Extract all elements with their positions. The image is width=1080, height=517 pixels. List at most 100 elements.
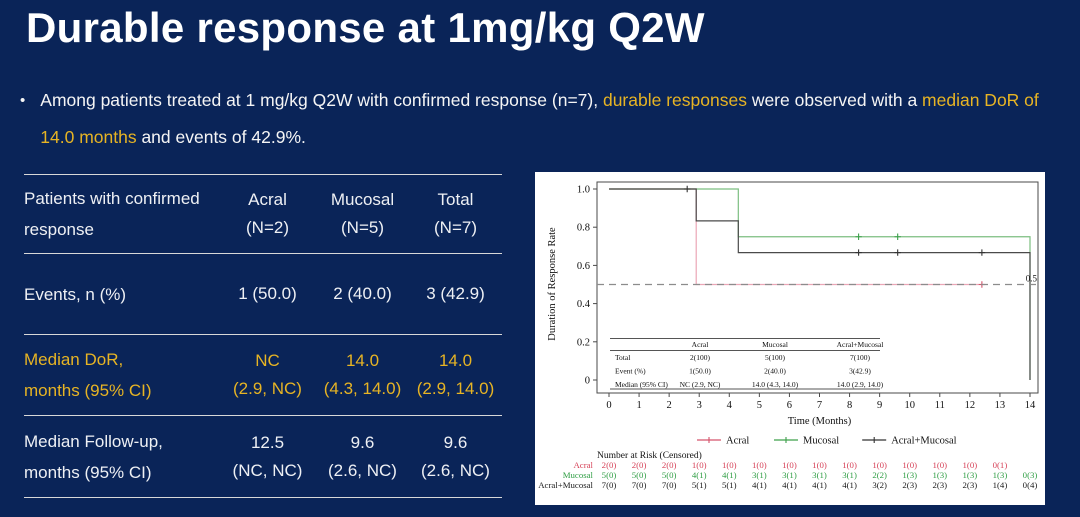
table-row-median-followup: Median Follow-up, months (95% CI) 12.5 (…	[24, 415, 502, 498]
axes: 00.20.40.60.81.00 1 2 3 4 5 6 7 8 9 10 11 12 13 14Dura…	[547, 181, 1039, 427]
followup-acral-ci: (NC, NC)	[232, 460, 303, 480]
col-total-n: (N=7)	[434, 218, 477, 237]
svg-text:3: 3	[697, 400, 702, 411]
median-dor-mucosal-ci: (4.3, 14.0)	[323, 379, 402, 398]
col-acral-name: Acral	[248, 190, 287, 209]
svg-text:0: 0	[585, 376, 590, 387]
summary-table: Patients with confirmed response Acral (…	[24, 174, 502, 498]
events-acral: 1 (50.0)	[238, 284, 297, 303]
median-dor-total-value: 14.0	[438, 351, 473, 370]
bullet-text: Among patients treated at 1 mg/kg Q2W wi…	[40, 82, 1050, 156]
bullet-seg-4-highlight: median DoR of 14.0 months	[40, 90, 1039, 147]
svg-text:Acral+Mucosal: Acral+Mucosal	[891, 436, 956, 447]
svg-text:1: 1	[636, 400, 641, 411]
table-header-row: Patients with confirmed response Acral (…	[24, 174, 502, 253]
table-header-col-mucosal: Mucosal (N=5)	[316, 186, 409, 242]
table-header-label: Patients with confirmed response	[24, 183, 219, 245]
bullet-seg-5: and events of 42.9%.	[136, 127, 306, 147]
header-label-line1: Patients with confirmed	[24, 189, 200, 208]
series-acral	[609, 188, 986, 288]
median-dor-total-ci: (2.9, 14.0)	[416, 379, 495, 398]
svg-text:1(0): 1(0)	[902, 460, 917, 470]
bullet-seg-1: Among patients treated at 1 mg/kg Q2W wi…	[40, 90, 603, 110]
inset-stats-table: Acral Mucosal Acral+Mucosal Total 2(100) 5(10…	[610, 338, 884, 390]
svg-text:Acral+Mucosal: Acral+Mucosal	[538, 480, 593, 490]
header-label-line2: response	[24, 220, 94, 239]
svg-text:1(0): 1(0)	[692, 460, 707, 470]
svg-text:2(40.0): 2(40.0)	[764, 367, 786, 376]
col-mucosal-n: (N=5)	[341, 218, 384, 237]
svg-text:1(0): 1(0)	[812, 460, 827, 470]
svg-text:3(1): 3(1)	[752, 470, 767, 480]
svg-text:1(3): 1(3)	[993, 470, 1008, 480]
svg-text:1(0): 1(0)	[932, 460, 947, 470]
svg-text:0.4: 0.4	[577, 299, 591, 310]
bullet-seg-2-highlight: durable responses	[602, 90, 747, 110]
svg-text:1(0): 1(0)	[963, 460, 978, 470]
svg-text:0: 0	[606, 400, 611, 411]
followup-label-line2: months (95% CI)	[24, 462, 152, 482]
svg-text:Acral+Mucosal: Acral+Mucosal	[837, 340, 884, 349]
svg-text:3(1): 3(1)	[842, 470, 857, 480]
svg-text:Acral: Acral	[692, 340, 709, 349]
svg-text:1(50.0): 1(50.0)	[689, 367, 711, 376]
svg-text:Median (95% CI): Median (95% CI)	[615, 380, 668, 389]
svg-text:1(3): 1(3)	[902, 470, 917, 480]
svg-text:Duration of Response Rate: Duration of Response Rate	[547, 227, 558, 341]
svg-text:2(2): 2(2)	[872, 470, 887, 480]
svg-text:Time (Months): Time (Months)	[788, 416, 852, 427]
svg-text:Total: Total	[615, 353, 630, 362]
svg-text:3(2): 3(2)	[872, 480, 887, 490]
svg-text:7: 7	[817, 400, 822, 411]
svg-text:6: 6	[787, 400, 792, 411]
median-dor-mucosal: 14.0 (4.3, 14.0)	[316, 347, 409, 403]
svg-text:2(0): 2(0)	[632, 460, 647, 470]
svg-text:2(3): 2(3)	[932, 480, 947, 490]
table-header-col-total: Total (N=7)	[409, 186, 502, 242]
followup-mucosal-value: 9.6	[350, 432, 375, 452]
svg-text:Acral: Acral	[726, 436, 749, 447]
svg-text:1(3): 1(3)	[932, 470, 947, 480]
svg-text:5(1): 5(1)	[692, 480, 707, 490]
bullet-icon: •	[20, 92, 26, 109]
slide-title: Durable response at 1mg/kg Q2W	[26, 4, 705, 51]
svg-text:2(0): 2(0)	[602, 460, 617, 470]
followup-label-line1: Median Follow-up,	[24, 431, 163, 451]
svg-text:14.0 (2.9, 14.0): 14.0 (2.9, 14.0)	[837, 380, 884, 389]
svg-text:4: 4	[727, 400, 733, 411]
km-chart-panel: 0 0.2 0.4 0.6 0.8 1.0 0 1 2 3 4 5 6 7 8 9 10 11 12 13 14 Dura…	[535, 172, 1045, 505]
events-label: Events, n (%)	[24, 284, 127, 304]
followup-label: Median Follow-up, months (95% CI)	[24, 426, 219, 488]
svg-text:NC (2.9, NC): NC (2.9, NC)	[680, 380, 721, 389]
svg-text:3(42.9): 3(42.9)	[849, 367, 871, 376]
table-header-col-acral: Acral (N=2)	[219, 186, 316, 242]
svg-text:0.2: 0.2	[577, 337, 590, 348]
svg-text:0.5: 0.5	[1026, 274, 1038, 284]
svg-text:1(0): 1(0)	[752, 460, 767, 470]
svg-text:13: 13	[995, 400, 1006, 411]
risk-table: Number at Risk (Censored) Acral 2(0) 2(0) 2(…	[538, 450, 1037, 490]
svg-text:5(0): 5(0)	[632, 470, 647, 480]
svg-text:4(1): 4(1)	[752, 480, 767, 490]
svg-text:0(1): 0(1)	[993, 460, 1008, 470]
svg-text:Mucosal: Mucosal	[803, 436, 839, 447]
median-dor-label: Median DoR, months (95% CI)	[24, 344, 219, 406]
svg-text:0.6: 0.6	[577, 261, 590, 272]
reference-line: 0.5	[597, 274, 1038, 286]
followup-mucosal-ci: (2.6, NC)	[328, 460, 397, 480]
median-dor-acral-ci: (2.9, NC)	[233, 379, 302, 398]
km-chart-svg: 00.20.40.60.81.00 1 2 3 4 5 6 7 8 9 10 11 12 13 14Dura…	[538, 181, 1039, 490]
svg-text:5: 5	[757, 400, 762, 411]
svg-text:0.8: 0.8	[577, 223, 590, 234]
svg-text:5(0): 5(0)	[662, 470, 677, 480]
bullet-seg-3: were observed with a	[746, 90, 923, 110]
followup-total-value: 9.6	[443, 432, 468, 452]
series-acral-mucosal	[609, 185, 1031, 380]
svg-text:8: 8	[847, 400, 852, 411]
svg-text:Number at Risk (Censored): Number at Risk (Censored)	[597, 450, 702, 461]
svg-text:2(3): 2(3)	[963, 480, 978, 490]
median-dor-acral-value: NC	[255, 351, 280, 370]
svg-text:10: 10	[904, 400, 915, 411]
bullet-point: • Among patients treated at 1 mg/kg Q2W …	[20, 82, 1068, 156]
svg-text:2(100): 2(100)	[690, 353, 710, 362]
